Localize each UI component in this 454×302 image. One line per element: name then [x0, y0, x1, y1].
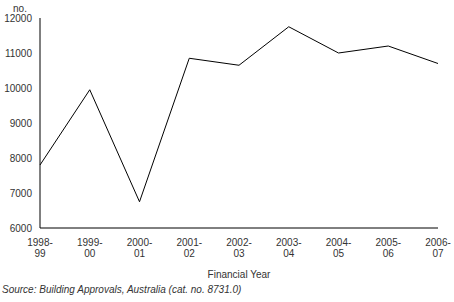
svg-text:1999-00: 1999-00	[77, 237, 103, 259]
svg-text:2001-02: 2001-02	[176, 237, 202, 259]
svg-text:no.: no.	[13, 3, 27, 14]
svg-text:Financial Year: Financial Year	[208, 269, 271, 280]
svg-text:2004-05: 2004-05	[326, 237, 352, 259]
svg-text:11000: 11000	[8, 48, 32, 59]
svg-text:9000: 9000	[10, 118, 33, 129]
svg-text:1998-99: 1998-99	[27, 237, 53, 259]
html-text:Source: Building Approvals, Au: Source: Building Approvals, Australia (c…	[2, 284, 242, 295]
svg-text:2000-01: 2000-01	[127, 237, 153, 259]
svg-text:12000: 12000	[8, 13, 32, 24]
svg-text:7000: 7000	[10, 188, 33, 199]
svg-text:2002-03: 2002-03	[226, 237, 252, 259]
svg-text:10000: 10000	[8, 83, 32, 94]
svg-text:2006-07: 2006-07	[425, 237, 446, 259]
svg-text:8000: 8000	[10, 153, 33, 164]
svg-text:2003-04: 2003-04	[276, 237, 302, 259]
svg-text:2005-06: 2005-06	[375, 237, 401, 259]
svg-text:6000: 6000	[10, 223, 33, 234]
